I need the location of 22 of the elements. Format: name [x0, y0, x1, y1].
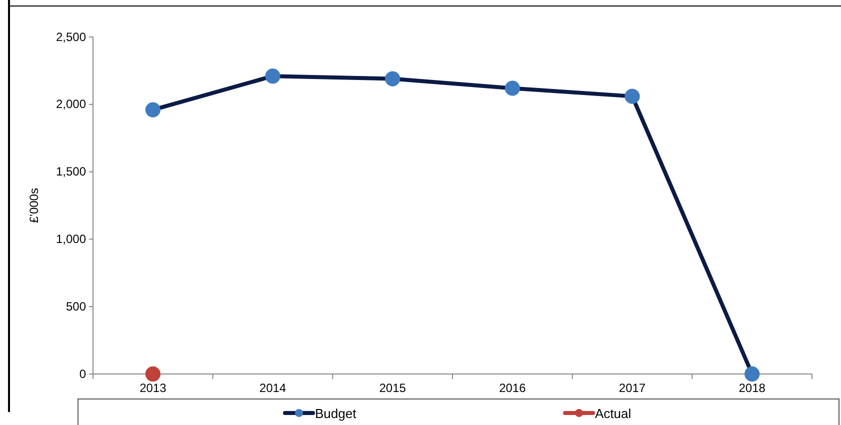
y-axis-title: £'000s — [27, 188, 41, 223]
y-tick-label: 1,000 — [56, 232, 86, 246]
x-tick-label: 2016 — [499, 381, 526, 395]
x-tick-label: 2014 — [259, 381, 286, 395]
y-tick-label: 500 — [66, 299, 86, 314]
x-tick-label: 2015 — [379, 381, 406, 395]
y-tick-label: 2,500 — [56, 30, 86, 44]
point — [145, 102, 160, 118]
point — [145, 366, 160, 382]
y-tick-label: 0 — [79, 366, 86, 381]
point — [265, 68, 280, 84]
legend-label: Actual — [595, 406, 632, 421]
y-tick-label: 1,500 — [56, 164, 86, 179]
x-tick-label: 2017 — [618, 381, 646, 395]
point — [624, 88, 640, 104]
point — [385, 71, 400, 86]
x-tick-label: 2013 — [140, 381, 167, 395]
point — [504, 80, 520, 96]
point — [744, 366, 760, 382]
x-tick-label: 2018 — [738, 381, 766, 395]
y-tick-label: 2,000 — [56, 97, 86, 112]
legend-label: Budget — [315, 406, 357, 421]
